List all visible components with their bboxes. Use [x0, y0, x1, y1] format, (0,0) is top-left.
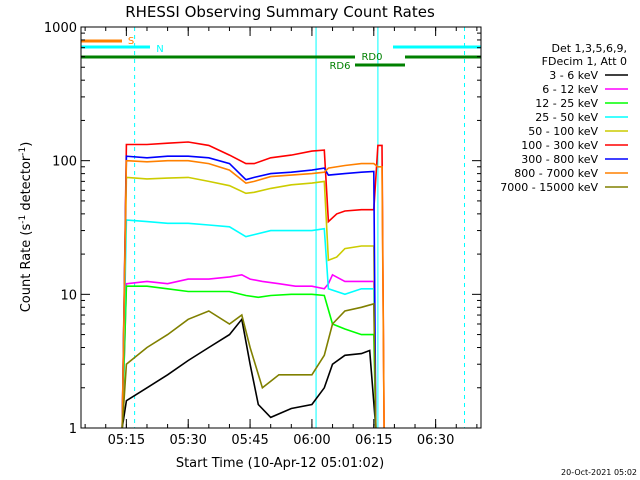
legend-header-line: FDecim 1, Att 0 — [542, 55, 627, 68]
y-axis: 1 10 100 1000 — [44, 21, 481, 437]
flag-label-n: N — [156, 44, 163, 55]
flag-label-rd0: RD0 — [361, 52, 382, 63]
flag-label-s: S — [128, 36, 134, 47]
chart-title: RHESSI Observing Summary Count Rates — [125, 3, 435, 21]
x-tick-label: 06:15 — [355, 433, 392, 448]
legend: Det 1,3,5,6,9,FDecim 1, Att 03 - 6 keV6 … — [500, 42, 628, 194]
legend-label: 100 - 300 keV — [521, 139, 598, 152]
plot-frame — [80, 26, 482, 429]
series-line-2 — [121, 285, 377, 429]
x-tick-label: 05:45 — [231, 433, 268, 448]
legend-label: 25 - 50 keV — [535, 111, 598, 124]
y-tick-label: 100 — [52, 155, 77, 170]
y-tick-label: 1 — [69, 422, 77, 437]
flag-label-rd6: RD6 — [329, 61, 350, 72]
plot-area: S N RD0 RD6 — [81, 27, 481, 429]
legend-label: 12 - 25 keV — [535, 97, 598, 110]
x-tick-label: 05:30 — [169, 433, 206, 448]
y-axis-label-sup1: -1 — [18, 215, 28, 224]
series-line-4 — [121, 176, 377, 429]
series-line-0 — [121, 317, 377, 429]
x-tick-label: 06:30 — [417, 433, 454, 448]
legend-label: 6 - 12 keV — [542, 83, 598, 96]
legend-header-line: Det 1,3,5,6,9, — [551, 42, 627, 55]
x-tick-label: 06:00 — [293, 433, 330, 448]
series-line-7 — [121, 159, 385, 429]
legend-label: 7000 - 15000 keV — [500, 181, 598, 194]
series-line-5 — [121, 141, 385, 429]
y-axis-label-main: Count Rate (s — [19, 224, 34, 313]
y-tick-label: 10 — [60, 288, 77, 303]
timestamp: 20-Oct-2021 05:02 — [561, 468, 637, 477]
series-line-6 — [121, 155, 377, 429]
legend-label: 3 - 6 keV — [549, 69, 598, 82]
series-line-1 — [121, 273, 377, 429]
x-axis-label: Start Time (10-Apr-12 05:01:02) — [176, 456, 384, 471]
series-line-8 — [121, 302, 377, 429]
y-axis-label-end: ) — [19, 142, 34, 147]
x-axis: 05:15 05:30 05:45 06:00 06:15 06:30 — [84, 27, 478, 448]
legend-label: 300 - 800 keV — [521, 153, 598, 166]
y-tick-label: 1000 — [44, 21, 77, 36]
x-tick-label: 05:15 — [108, 433, 145, 448]
legend-label: 800 - 7000 keV — [514, 167, 598, 180]
y-axis-label: Count Rate (s-1 detector-1) — [18, 142, 34, 313]
legend-label: 50 - 100 keV — [528, 125, 598, 138]
y-axis-label-mid: detector — [19, 155, 34, 215]
y-axis-label-sup2: -1 — [18, 147, 28, 156]
series-line-3 — [121, 219, 377, 429]
